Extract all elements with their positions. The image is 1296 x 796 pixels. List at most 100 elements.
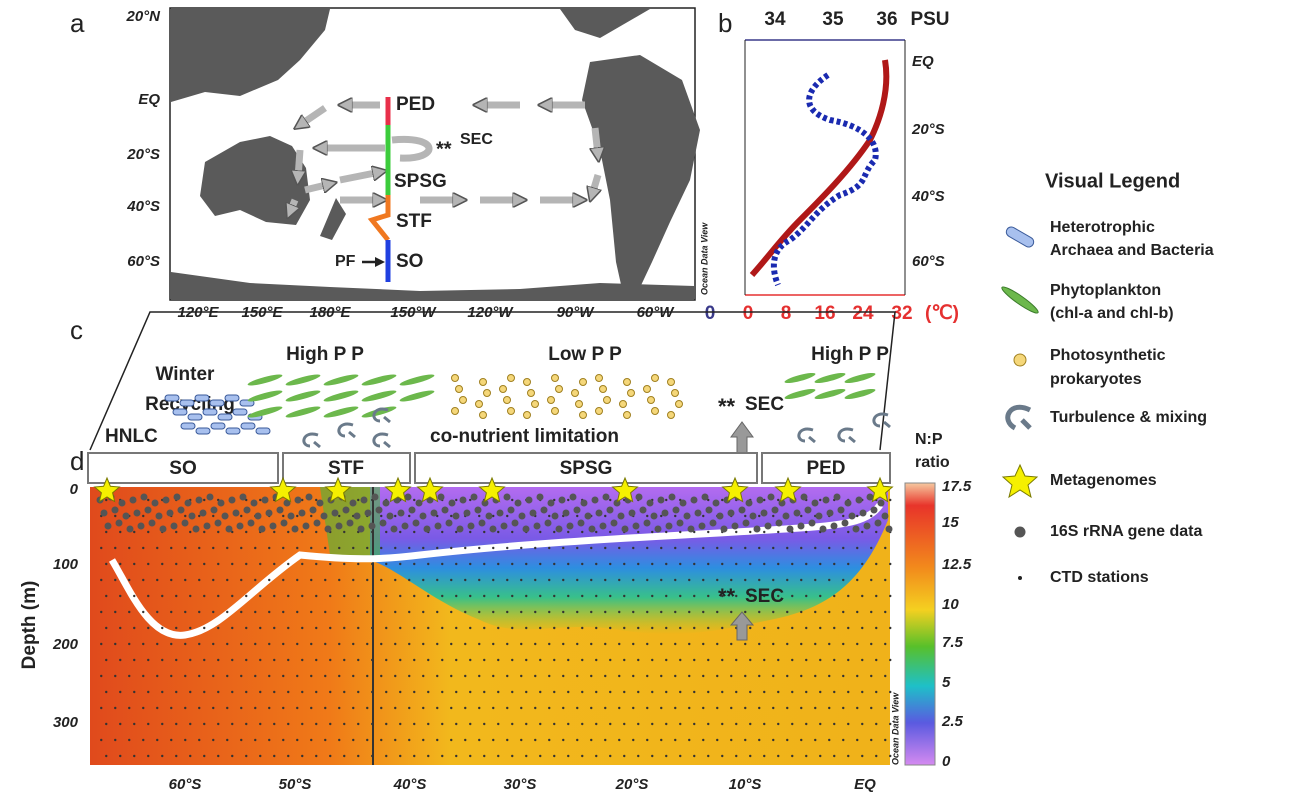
ctd-dot — [226, 642, 229, 646]
ctd-dot — [441, 594, 444, 598]
rrna-dot — [412, 519, 420, 527]
ctd-dot — [884, 738, 887, 742]
ctd-dot — [758, 738, 761, 742]
turbulence-icon — [372, 432, 391, 449]
rrna-dot — [731, 522, 739, 530]
ctd-dot — [371, 594, 374, 598]
ctd-dot — [492, 546, 495, 550]
rrna-dot — [881, 512, 889, 520]
ctd-dot — [282, 514, 285, 518]
ctd-dot — [273, 754, 276, 758]
ctd-dot — [287, 562, 290, 566]
legend-label: CTD stations — [1050, 569, 1149, 586]
ctd-dot — [553, 530, 556, 534]
ctd-dot — [128, 578, 131, 582]
sec-label: SEC — [745, 394, 784, 415]
ctd-dot — [730, 738, 733, 742]
ctd-dot — [800, 642, 803, 646]
ctd-dot — [301, 626, 304, 630]
ctd-dot — [212, 514, 215, 518]
ctd-dot — [105, 562, 108, 566]
rrna-dot — [232, 509, 240, 517]
depth-tick: 0 100 200 300 — [52, 481, 79, 731]
ctd-dot — [296, 674, 299, 678]
lat-label: 20°S — [126, 146, 160, 163]
metagenome-star — [478, 476, 506, 503]
ctd-dot — [623, 626, 626, 630]
ctd-dot — [483, 562, 486, 566]
ctd-dot — [371, 658, 374, 662]
region-label: SO — [396, 251, 423, 272]
sec-marker: ** — [436, 138, 452, 160]
ctd-dot — [128, 546, 131, 550]
prokaryote-icon — [547, 396, 555, 404]
ctd-dot — [427, 690, 430, 694]
ctd-dot — [408, 514, 411, 518]
ctd-dot — [413, 530, 416, 534]
ctd-dot — [548, 642, 551, 646]
prokaryote-icon — [451, 407, 459, 415]
ctd-dot — [679, 754, 682, 758]
rrna-dot — [261, 496, 269, 504]
lat-label: 20°S — [615, 776, 649, 793]
prokaryote-icon — [455, 385, 463, 393]
lat-label: 30°S — [504, 776, 537, 793]
ctd-dot — [744, 706, 747, 710]
ctd-dot — [665, 690, 668, 694]
panel-d: d SO STF SPSG PED ** SEC Ocean Data View… — [19, 431, 972, 793]
ctd-dot — [142, 546, 145, 550]
rrna-dot — [287, 512, 295, 520]
ctd-dot — [660, 738, 663, 742]
ctd-dot — [268, 674, 271, 678]
ctd-dot — [819, 562, 822, 566]
ctd-dot — [805, 530, 808, 534]
ctd-dot — [301, 722, 304, 726]
rrna-dot — [698, 522, 706, 530]
bacteria-icon — [209, 399, 225, 407]
rrna-dot — [415, 499, 423, 507]
rrna-dot — [199, 509, 207, 517]
rrna-dot — [305, 493, 313, 501]
ctd-dot — [408, 674, 411, 678]
panel-label: c — [70, 315, 83, 345]
ctd-dot — [856, 642, 859, 646]
ctd-dot — [478, 642, 481, 646]
ctd-dot — [744, 642, 747, 646]
ctd-dot — [119, 722, 122, 726]
rrna-dot — [830, 522, 838, 530]
ctd-dot — [240, 514, 243, 518]
lat-label: EQ — [854, 776, 876, 793]
legend-label: (chl-a and chl-b) — [1050, 305, 1174, 322]
ctd-dot — [114, 738, 117, 742]
rrna-dot — [346, 519, 354, 527]
ctd-dot — [301, 594, 304, 598]
ctd-dot — [142, 578, 145, 582]
rrna-dot — [822, 496, 830, 504]
ctd-dot — [142, 674, 145, 678]
rrna-dot — [122, 512, 130, 520]
ctd-dot — [735, 594, 738, 598]
ctd-dot — [623, 690, 626, 694]
ctd-dot — [422, 578, 425, 582]
ctd-dot — [609, 626, 612, 630]
rrna-dot — [430, 509, 438, 517]
temperature-tick: 32 — [891, 303, 912, 324]
ctd-dot — [861, 562, 864, 566]
ctd-dot — [632, 578, 635, 582]
ctd-dot — [539, 594, 542, 598]
ctd-dot — [786, 738, 789, 742]
ctd-dot — [203, 658, 206, 662]
rrna-dot — [617, 512, 625, 520]
ctd-dot — [282, 706, 285, 710]
ctd-dot — [119, 594, 122, 598]
prokaryote-icon — [479, 378, 487, 386]
ctd-dot — [693, 658, 696, 662]
ctd-dot — [814, 674, 817, 678]
rrna-dot — [760, 509, 768, 517]
ctd-dot — [119, 626, 122, 630]
ctd-dot — [805, 562, 808, 566]
ctd-dot — [525, 594, 528, 598]
depth-tick: 0 — [70, 481, 79, 498]
ctd-dot — [198, 738, 201, 742]
